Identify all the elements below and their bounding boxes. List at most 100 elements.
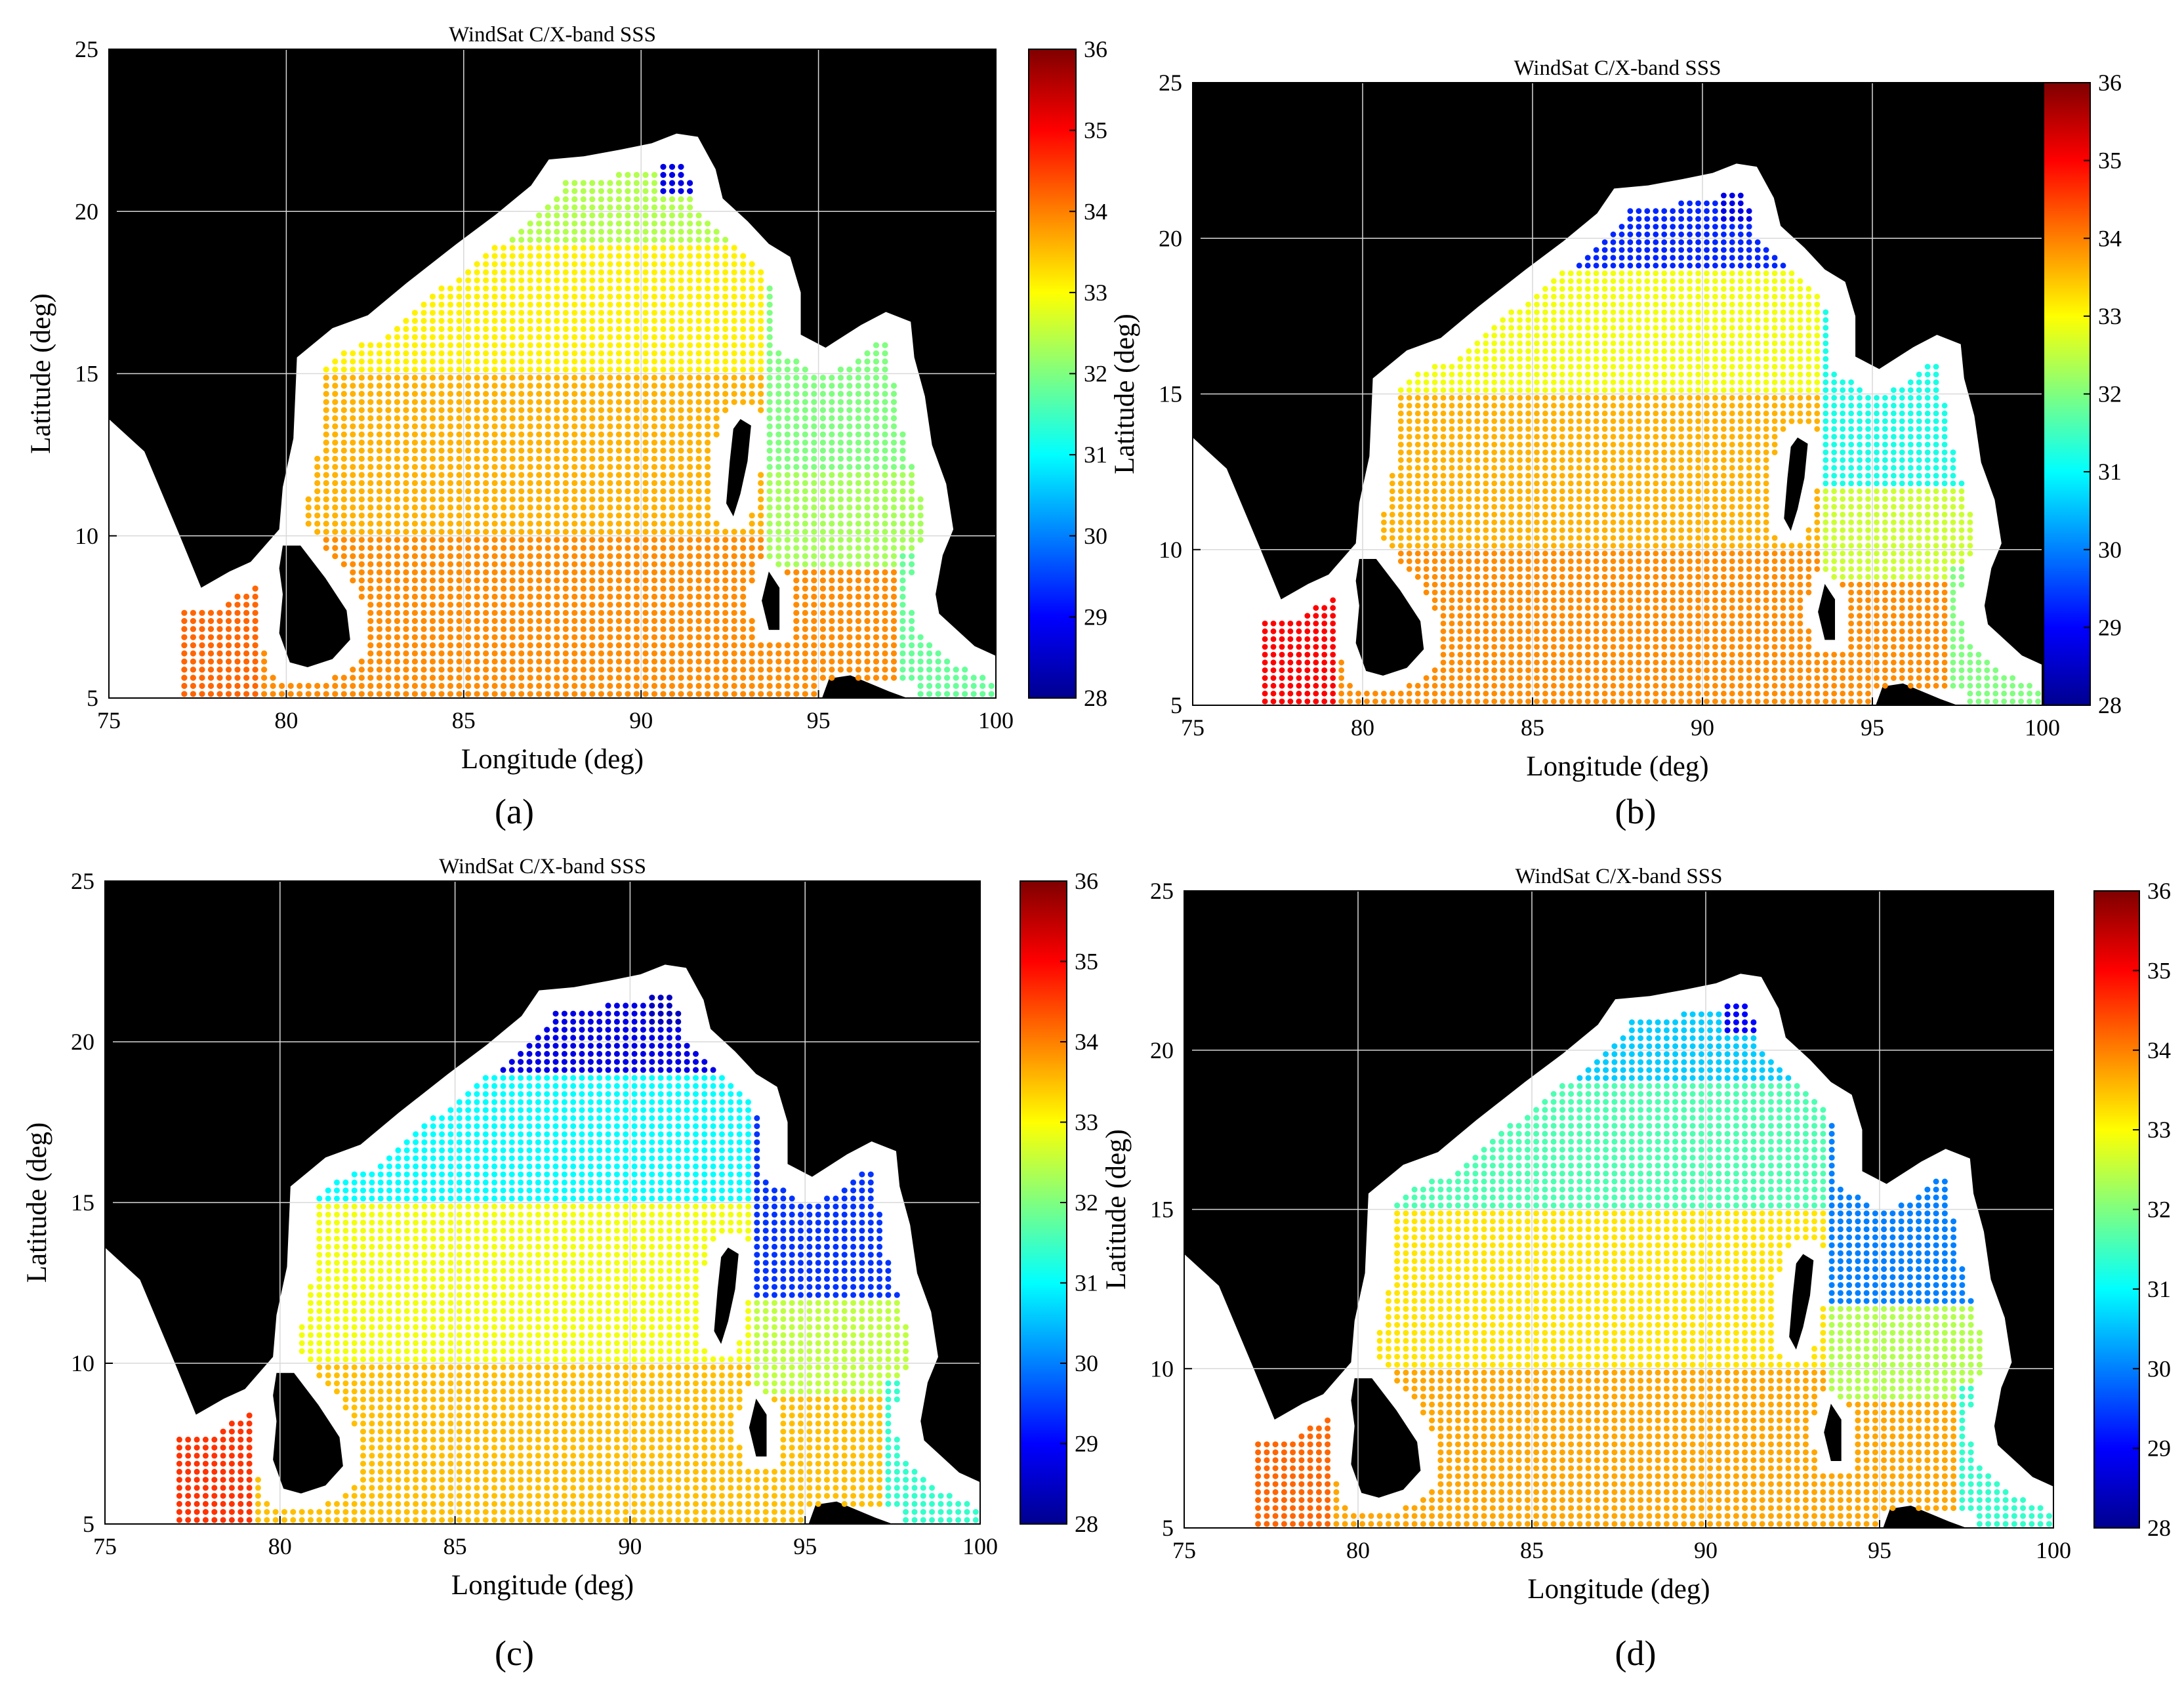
sss-point bbox=[421, 520, 427, 527]
sss-point bbox=[501, 650, 507, 657]
sss-point bbox=[403, 667, 409, 673]
sss-point bbox=[1593, 348, 1599, 354]
sss-point bbox=[633, 626, 640, 632]
sss-point bbox=[633, 667, 640, 673]
sss-point bbox=[491, 431, 498, 438]
sss-point bbox=[465, 293, 472, 300]
sss-point bbox=[1457, 387, 1464, 393]
sss-point bbox=[252, 658, 258, 665]
sss-point bbox=[766, 529, 773, 535]
sss-point bbox=[882, 480, 888, 487]
sss-point bbox=[501, 626, 507, 632]
sss-point bbox=[749, 350, 755, 357]
sss-point bbox=[580, 496, 587, 503]
sss-point bbox=[713, 285, 720, 292]
sss-point bbox=[421, 537, 427, 543]
sss-point bbox=[899, 561, 906, 567]
sss-point bbox=[340, 674, 347, 681]
sss-point bbox=[705, 245, 711, 251]
sss-point bbox=[678, 609, 684, 616]
sss-point bbox=[909, 464, 915, 470]
sss-point bbox=[536, 496, 543, 503]
sss-point bbox=[199, 634, 205, 640]
sss-point bbox=[225, 682, 232, 690]
sss-point bbox=[660, 261, 667, 268]
sss-point bbox=[1517, 488, 1523, 495]
sss-point bbox=[1491, 395, 1498, 401]
sss-point bbox=[394, 585, 401, 592]
sss-point bbox=[1466, 512, 1472, 518]
sss-point bbox=[695, 480, 702, 487]
colorbar-tick-label: 32 bbox=[1084, 361, 1107, 387]
sss-point bbox=[1432, 519, 1438, 525]
sss-point bbox=[944, 658, 951, 665]
sss-point bbox=[1567, 457, 1574, 463]
sss-point bbox=[1508, 426, 1515, 432]
sss-point bbox=[625, 472, 631, 478]
sss-point bbox=[642, 236, 649, 243]
sss-point bbox=[465, 577, 472, 584]
sss-point bbox=[367, 480, 374, 487]
sss-point bbox=[421, 682, 427, 690]
sss-point bbox=[394, 537, 401, 543]
sss-point bbox=[305, 512, 312, 519]
sss-point bbox=[1584, 472, 1591, 479]
sss-point bbox=[705, 293, 711, 300]
sss-point bbox=[1474, 651, 1481, 658]
sss-point bbox=[873, 342, 880, 348]
sss-point bbox=[589, 261, 596, 268]
sss-point bbox=[589, 618, 596, 625]
sss-point bbox=[1440, 387, 1447, 393]
sss-point bbox=[1406, 504, 1412, 510]
sss-point bbox=[1618, 472, 1625, 479]
sss-point bbox=[501, 561, 507, 567]
sss-point bbox=[1610, 247, 1617, 253]
sss-point bbox=[589, 674, 596, 681]
sss-point bbox=[474, 415, 480, 422]
sss-point bbox=[536, 245, 543, 251]
sss-point bbox=[527, 390, 533, 398]
sss-point bbox=[323, 382, 329, 389]
sss-point bbox=[687, 212, 693, 218]
sss-point bbox=[615, 545, 623, 551]
sss-point bbox=[456, 569, 463, 576]
sss-point bbox=[1432, 675, 1438, 681]
sss-point bbox=[1618, 418, 1625, 424]
sss-point bbox=[633, 366, 640, 373]
sss-point bbox=[465, 674, 472, 681]
sss-point bbox=[713, 658, 720, 665]
sss-point bbox=[678, 325, 684, 333]
sss-point bbox=[367, 602, 374, 608]
sss-point bbox=[536, 310, 543, 316]
sss-point bbox=[465, 691, 472, 697]
sss-point bbox=[1466, 613, 1472, 619]
sss-point bbox=[1466, 418, 1472, 424]
sss-point bbox=[456, 407, 463, 413]
sss-point bbox=[1432, 426, 1438, 432]
sss-point bbox=[332, 691, 339, 697]
sss-point bbox=[589, 545, 596, 551]
sss-point bbox=[1321, 690, 1328, 697]
sss-point bbox=[1610, 659, 1617, 666]
sss-point bbox=[722, 691, 729, 697]
sss-point bbox=[1584, 418, 1591, 424]
sss-point bbox=[1483, 333, 1489, 339]
sss-point bbox=[1457, 581, 1464, 588]
sss-point bbox=[1542, 333, 1548, 339]
sss-point bbox=[695, 358, 702, 365]
sss-point bbox=[731, 585, 737, 592]
sss-point bbox=[323, 537, 329, 543]
sss-point bbox=[474, 691, 480, 697]
sss-point bbox=[811, 674, 817, 681]
sss-point bbox=[873, 504, 880, 511]
sss-point bbox=[421, 301, 427, 308]
sss-point bbox=[411, 650, 419, 657]
sss-point bbox=[589, 301, 596, 308]
sss-point bbox=[1457, 488, 1464, 495]
sss-point bbox=[660, 423, 667, 430]
sss-point bbox=[580, 602, 587, 608]
sss-point bbox=[580, 415, 587, 422]
sss-point bbox=[1474, 472, 1481, 479]
sss-point bbox=[687, 423, 693, 430]
sss-point bbox=[1355, 698, 1361, 705]
